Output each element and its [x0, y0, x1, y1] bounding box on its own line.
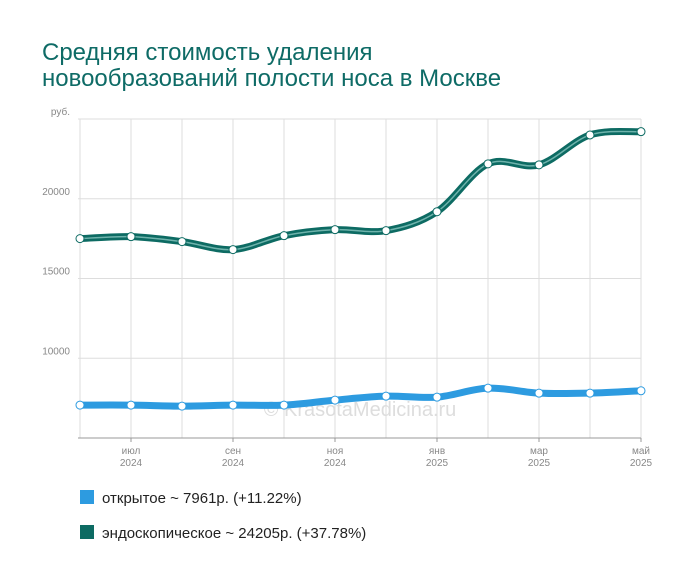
y-tick-label: руб. — [51, 106, 70, 118]
x-tick-label: июл — [122, 446, 141, 457]
point — [279, 400, 289, 410]
point — [381, 226, 391, 236]
y-tick-label: 20000 — [42, 187, 70, 198]
point — [75, 234, 85, 244]
point — [228, 245, 238, 255]
chart-title: Средняя стоимость удаления — [42, 39, 372, 66]
legend-swatch — [80, 490, 94, 504]
point — [636, 127, 646, 137]
chart-title: новообразований полости носа в Москве — [42, 65, 501, 92]
x-tick-label: ноя — [327, 446, 344, 457]
legend-label: открытое ~ 7961р. (+11.22%) — [102, 490, 302, 507]
point — [534, 160, 544, 170]
series-line — [76, 127, 645, 254]
point — [177, 401, 187, 411]
point — [585, 130, 595, 140]
point — [126, 232, 136, 242]
x-tick-label: май — [632, 446, 650, 457]
x-tick-label: 2025 — [528, 458, 551, 469]
point — [432, 392, 442, 402]
x-tick-label: янв — [429, 446, 445, 457]
point — [585, 388, 595, 398]
point — [330, 225, 340, 235]
point — [534, 388, 544, 398]
point — [126, 400, 136, 410]
y-tick-label: 15000 — [42, 267, 70, 278]
legend-label: эндоскопическое ~ 24205р. (+37.78%) — [102, 525, 366, 542]
point — [381, 391, 391, 401]
x-tick-label: 2025 — [630, 458, 653, 469]
legend-swatch — [80, 525, 94, 539]
point — [330, 395, 340, 405]
point — [75, 400, 85, 410]
x-tick-label: 2024 — [120, 458, 143, 469]
point — [228, 400, 238, 410]
point — [483, 383, 493, 393]
point — [636, 386, 646, 396]
x-tick-label: 2025 — [426, 458, 449, 469]
x-tick-label: мар — [530, 446, 548, 457]
point — [279, 231, 289, 241]
x-tick-label: 2024 — [324, 458, 347, 469]
x-tick-label: 2024 — [222, 458, 245, 469]
point — [177, 237, 187, 247]
point — [483, 159, 493, 169]
point — [432, 207, 442, 217]
x-tick-label: сен — [225, 446, 241, 457]
y-tick-label: 10000 — [42, 346, 70, 357]
